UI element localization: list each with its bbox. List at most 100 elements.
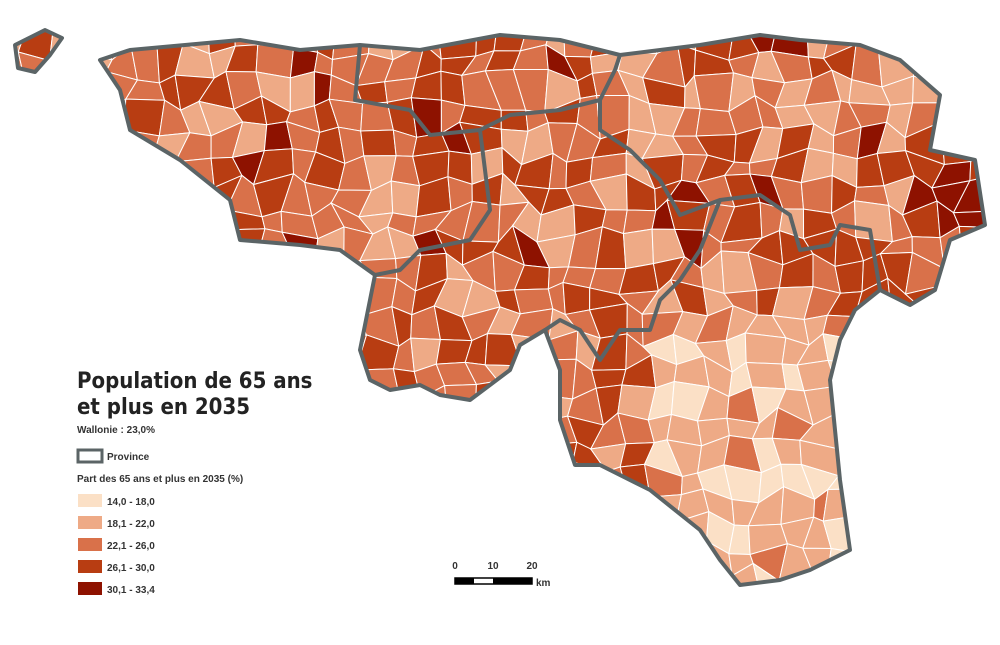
subtitle: Wallonie : 23,0% bbox=[77, 425, 155, 436]
commune bbox=[211, 251, 237, 292]
legend-label: 14,0 - 18,0 bbox=[107, 497, 155, 508]
commune bbox=[958, 225, 985, 254]
commune bbox=[47, 490, 84, 527]
commune bbox=[434, 523, 464, 553]
commune bbox=[252, 543, 293, 565]
scale-segment bbox=[455, 578, 474, 584]
commune bbox=[68, 109, 100, 135]
province-border bbox=[598, 54, 622, 101]
commune bbox=[174, 331, 208, 368]
commune bbox=[99, 30, 137, 33]
commune bbox=[15, 409, 29, 449]
commune bbox=[517, 592, 548, 625]
commune bbox=[596, 594, 627, 632]
commune bbox=[384, 421, 417, 445]
commune bbox=[25, 343, 61, 367]
commune bbox=[252, 302, 292, 341]
commune bbox=[926, 306, 963, 339]
commune bbox=[204, 30, 236, 36]
commune bbox=[927, 461, 969, 503]
commune bbox=[148, 597, 176, 631]
commune bbox=[338, 276, 371, 318]
commune bbox=[201, 541, 239, 576]
commune bbox=[18, 362, 60, 399]
commune bbox=[18, 146, 61, 182]
commune bbox=[253, 393, 289, 419]
commune bbox=[81, 288, 111, 322]
commune bbox=[491, 597, 522, 632]
commune bbox=[332, 484, 369, 521]
commune bbox=[15, 202, 36, 235]
commune bbox=[175, 565, 212, 585]
commune bbox=[594, 579, 624, 585]
commune bbox=[642, 569, 682, 585]
legend-label: 30,1 - 33,4 bbox=[107, 585, 155, 596]
commune bbox=[616, 30, 648, 34]
commune bbox=[15, 30, 35, 34]
enclave-outline bbox=[13, 28, 64, 74]
commune bbox=[205, 331, 231, 372]
commune bbox=[227, 590, 252, 627]
commune bbox=[328, 569, 368, 585]
commune bbox=[234, 444, 269, 462]
commune bbox=[382, 541, 425, 580]
commune bbox=[952, 307, 985, 344]
commune bbox=[806, 30, 831, 34]
commune bbox=[22, 414, 59, 448]
commune bbox=[989, 82, 1000, 106]
commune bbox=[286, 546, 313, 571]
commune bbox=[408, 443, 444, 476]
commune bbox=[202, 520, 242, 552]
legend-label: 18,1 - 22,0 bbox=[107, 519, 155, 530]
commune bbox=[150, 161, 177, 192]
commune bbox=[180, 518, 210, 543]
legend-swatch bbox=[78, 560, 102, 573]
commune bbox=[125, 230, 162, 270]
commune bbox=[674, 592, 699, 624]
commune bbox=[939, 101, 970, 136]
commune bbox=[314, 262, 345, 295]
commune bbox=[302, 292, 341, 317]
commune bbox=[939, 360, 964, 387]
commune bbox=[745, 361, 787, 390]
commune bbox=[18, 131, 46, 158]
province-borders bbox=[13, 28, 987, 587]
commune bbox=[980, 154, 985, 180]
commune bbox=[877, 30, 913, 35]
commune bbox=[201, 574, 234, 585]
commune bbox=[252, 512, 289, 551]
commune bbox=[386, 30, 425, 34]
commune bbox=[121, 176, 162, 212]
commune bbox=[955, 549, 985, 573]
commune bbox=[856, 1, 885, 26]
commune bbox=[51, 318, 88, 347]
commune bbox=[173, 436, 208, 477]
commune bbox=[447, 599, 472, 632]
commune bbox=[562, 563, 608, 585]
commune bbox=[983, 331, 985, 367]
commune bbox=[547, 0, 575, 23]
commune bbox=[693, 72, 735, 113]
commune bbox=[432, 566, 474, 585]
commune bbox=[17, 178, 61, 213]
commune bbox=[173, 279, 218, 314]
commune bbox=[237, 512, 258, 552]
commune bbox=[939, 70, 959, 111]
commune bbox=[622, 228, 654, 270]
commune bbox=[363, 390, 399, 426]
commune bbox=[984, 286, 985, 312]
commune bbox=[992, 435, 1000, 474]
commune bbox=[306, 0, 347, 23]
commune bbox=[394, 437, 417, 469]
commune bbox=[251, 0, 292, 25]
commune bbox=[121, 205, 159, 235]
commune bbox=[205, 229, 232, 267]
commune bbox=[123, 597, 163, 621]
commune bbox=[938, 30, 971, 53]
commune bbox=[370, 0, 389, 25]
commune bbox=[15, 131, 33, 150]
commune bbox=[619, 578, 658, 585]
commune bbox=[128, 329, 158, 360]
commune bbox=[225, 490, 261, 527]
commune bbox=[434, 493, 474, 528]
